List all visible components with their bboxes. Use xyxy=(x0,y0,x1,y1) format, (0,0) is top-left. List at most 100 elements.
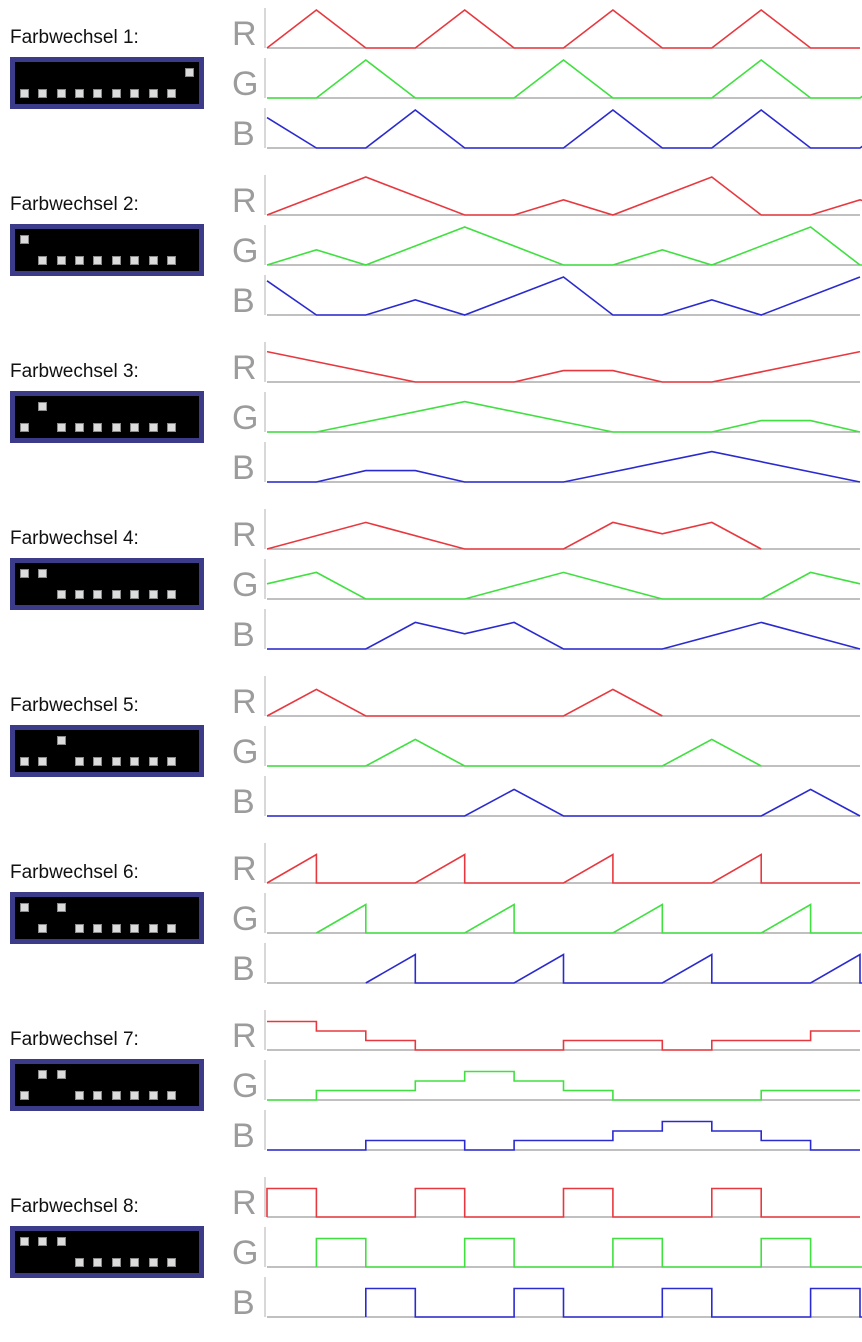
mode-title: Farbwechsel 3: xyxy=(10,361,139,382)
dip-switch-cell xyxy=(148,590,158,599)
dip-switch-cell xyxy=(111,423,121,432)
dip-switch xyxy=(10,57,204,109)
channel-label-r: R xyxy=(232,15,257,53)
dip-switch-cell xyxy=(74,757,84,766)
dip-switch-cell xyxy=(166,924,176,933)
dip-switch-cell xyxy=(148,757,158,766)
dip-switch-cell xyxy=(56,256,66,265)
dip-switch-cell xyxy=(148,89,158,98)
channel-label-g: G xyxy=(232,566,259,604)
channel-label-r: R xyxy=(232,1184,257,1222)
dip-switch-cell xyxy=(166,256,176,265)
channel-label-g: G xyxy=(232,399,259,437)
dip-switch-cell xyxy=(148,924,158,933)
dip-switch-cell xyxy=(38,1070,48,1079)
mode-title: Farbwechsel 2: xyxy=(10,194,139,215)
channel-label-b: B xyxy=(232,950,255,988)
channel-label-g: G xyxy=(232,900,259,938)
waveform-r xyxy=(266,688,663,717)
dip-switch-cell xyxy=(130,256,140,265)
dip-switch xyxy=(10,725,204,777)
channel-label-b: B xyxy=(232,115,255,153)
mode-title: Farbwechsel 7: xyxy=(10,1029,139,1050)
waveform-b xyxy=(267,1120,860,1151)
waveform-b xyxy=(267,450,861,483)
dip-switch-cell xyxy=(19,569,29,578)
dip-switch-cell xyxy=(38,569,48,578)
dip-switch-cell xyxy=(19,423,29,432)
dip-switch-cell xyxy=(56,423,66,432)
dip-switch-cell xyxy=(74,1258,84,1267)
waveform-r xyxy=(266,8,860,49)
channel-label-g: G xyxy=(232,65,259,103)
dip-switch-cell xyxy=(74,89,84,98)
dip-switch-cell xyxy=(166,590,176,599)
dip-switch-cell xyxy=(93,590,103,599)
channel-label-r: R xyxy=(232,182,257,220)
dip-switch-cell xyxy=(19,1091,29,1100)
waveform-b xyxy=(365,953,862,984)
dip-switch-cell xyxy=(166,1258,176,1267)
dip-switch-cell xyxy=(93,256,103,265)
dip-switch xyxy=(10,1226,204,1278)
mode-title: Farbwechsel 1: xyxy=(10,27,139,48)
dip-switch-cell xyxy=(74,423,84,432)
dip-switch-cell xyxy=(130,1258,140,1267)
channel-label-r: R xyxy=(232,516,257,554)
dip-switch-cell xyxy=(185,68,195,77)
dip-switch-cell xyxy=(38,1237,48,1246)
waveform-g xyxy=(315,1237,862,1268)
dip-switch-cell xyxy=(56,89,66,98)
dip-switch-cell xyxy=(74,256,84,265)
dip-switch-cell xyxy=(19,1237,29,1246)
waveform-g xyxy=(266,226,862,266)
waveform-g xyxy=(267,400,861,433)
dip-switch-cell xyxy=(74,590,84,599)
mode-title: Farbwechsel 6: xyxy=(10,862,139,883)
waveform-g xyxy=(267,58,862,99)
dip-switch-cell xyxy=(130,423,140,432)
dip-switch xyxy=(10,892,204,944)
dip-switch-cell xyxy=(148,256,158,265)
channel-label-b: B xyxy=(232,1117,255,1155)
dip-switch-cell xyxy=(93,757,103,766)
channel-label-r: R xyxy=(232,683,257,721)
waveform-g xyxy=(267,1070,860,1101)
channel-label-g: G xyxy=(232,232,259,270)
channel-label-g: G xyxy=(232,1234,259,1272)
dip-switch-cell xyxy=(93,924,103,933)
waveform-r xyxy=(266,521,762,550)
dip-switch-cell xyxy=(38,757,48,766)
dip-switch-cell xyxy=(74,924,84,933)
dip-switch-cell xyxy=(130,924,140,933)
channel-label-b: B xyxy=(232,616,255,654)
dip-switch-cell xyxy=(111,1258,121,1267)
channel-label-b: B xyxy=(232,1284,255,1322)
dip-switch-cell xyxy=(111,590,121,599)
channel-label-g: G xyxy=(232,733,259,771)
dip-switch-cell xyxy=(130,590,140,599)
waveform-b xyxy=(266,276,861,316)
dip-switch xyxy=(10,1059,204,1111)
dip-switch-cell xyxy=(148,1091,158,1100)
waveform-r xyxy=(266,350,861,383)
dip-switch-cell xyxy=(93,89,103,98)
dip-switch-cell xyxy=(148,423,158,432)
channel-label-r: R xyxy=(232,349,257,387)
channel-label-b: B xyxy=(232,783,255,821)
dip-switch-cell xyxy=(38,256,48,265)
dip-switch-cell xyxy=(148,1258,158,1267)
dip-switch-cell xyxy=(93,1258,103,1267)
mode-title: Farbwechsel 4: xyxy=(10,528,139,549)
dip-switch-cell xyxy=(56,1070,66,1079)
dip-switch-cell xyxy=(166,423,176,432)
dip-switch-cell xyxy=(93,423,103,432)
dip-switch-cell xyxy=(130,1091,140,1100)
channel-label-r: R xyxy=(232,1017,257,1055)
dip-switch-cell xyxy=(56,590,66,599)
dip-switch-cell xyxy=(111,256,121,265)
dip-switch-cell xyxy=(38,924,48,933)
dip-switch-cell xyxy=(111,757,121,766)
